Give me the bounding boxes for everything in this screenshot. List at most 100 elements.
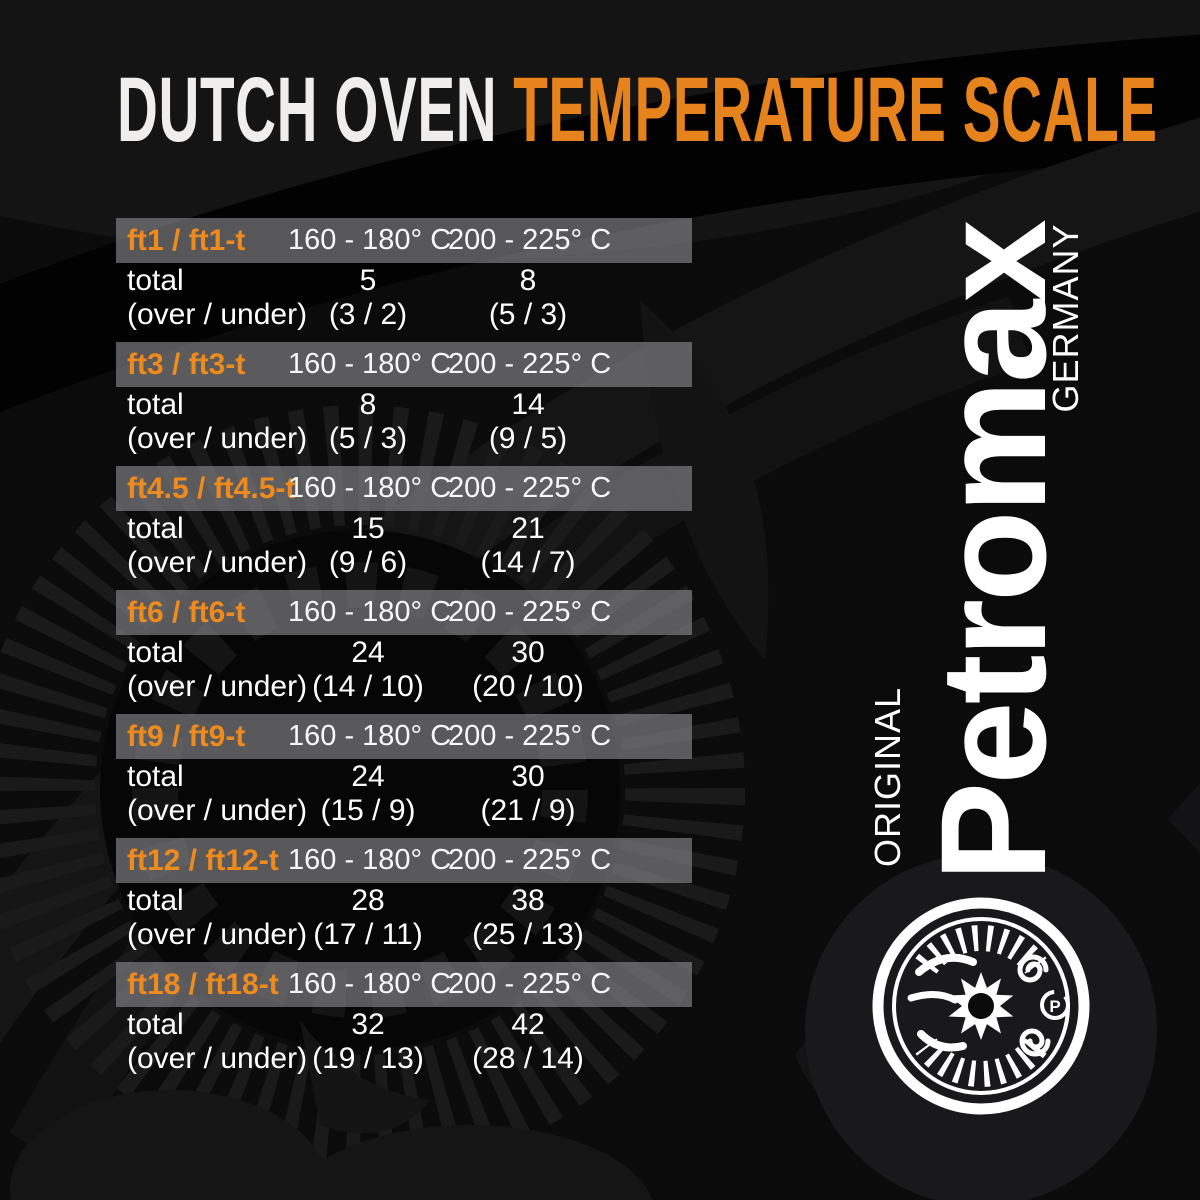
over-under-label: (over / under) [127, 794, 308, 827]
over-under-value-1: (14 / 10) [312, 670, 424, 703]
total-value-2: 21 [511, 512, 545, 545]
total-row: total 32 42 [116, 1008, 692, 1041]
badge-bottom-feathers [915, 1037, 1047, 1087]
total-value-1: 32 [351, 1008, 385, 1041]
total-value-2: 8 [519, 264, 537, 297]
table-section-ft6: ft6 / ft6-t 160 - 180° C 200 - 225° C to… [116, 590, 692, 703]
total-value-1: 8 [359, 388, 377, 421]
title-part-white: DUTCH OVEN [117, 59, 498, 161]
total-value-2: 14 [511, 388, 545, 421]
section-header: ft1 / ft1-t 160 - 180° C 200 - 225° C [116, 218, 692, 263]
section-header: ft9 / ft9-t 160 - 180° C 200 - 225° C [116, 714, 692, 759]
total-row: total 28 38 [116, 884, 692, 917]
badge-spiral-top [1017, 954, 1049, 983]
temp-range-2: 200 - 225° C [448, 472, 612, 504]
title-part-orange: TEMPERATURE SCALE [513, 59, 1158, 161]
total-value-1: 24 [351, 760, 385, 793]
badge-monogram-letter: P [1049, 997, 1060, 1016]
over-under-value-2: (9 / 5) [488, 422, 568, 455]
petromax-dragon-badge: P [872, 897, 1090, 1115]
temp-range-1: 160 - 180° C [288, 472, 452, 504]
germany-label: GERMANY [1045, 223, 1086, 413]
badge-dragon-claw [917, 1030, 967, 1052]
badge-star-center [968, 993, 994, 1019]
section-header: ft4.5 / ft4.5-t 160 - 180° C 200 - 225° … [116, 466, 692, 511]
badge-dragon-head [915, 953, 977, 976]
total-label: total [127, 264, 184, 297]
over-under-value-2: (25 / 13) [472, 918, 584, 951]
model-label: ft18 / ft18-t [127, 967, 279, 1001]
temp-range-1: 160 - 180° C [288, 596, 452, 628]
table-section-ft12: ft12 / ft12-t 160 - 180° C 200 - 225° C … [116, 838, 692, 951]
total-value-2: 30 [511, 636, 545, 669]
temp-range-2: 200 - 225° C [448, 596, 612, 628]
total-value-2: 42 [511, 1008, 545, 1041]
over-under-row: (over / under) (5 / 3) (9 / 5) [116, 422, 692, 455]
badge-outer-ring [872, 897, 1090, 1115]
temp-range-2: 200 - 225° C [448, 720, 612, 752]
over-under-label: (over / under) [127, 1042, 308, 1075]
table-section-ft3: ft3 / ft3-t 160 - 180° C 200 - 225° C to… [116, 342, 692, 455]
temp-range-2: 200 - 225° C [448, 968, 612, 1000]
total-label: total [127, 760, 184, 793]
claw-blob-2 [287, 1125, 653, 1200]
over-under-value-1: (19 / 13) [312, 1042, 424, 1075]
section-header: ft12 / ft12-t 160 - 180° C 200 - 225° C [116, 838, 692, 883]
temp-range-1: 160 - 180° C [288, 224, 452, 256]
total-row: total 15 21 [116, 512, 692, 545]
total-row: total 8 14 [116, 388, 692, 421]
badge-dragon-jaw [907, 991, 959, 1004]
temp-range-2: 200 - 225° C [448, 224, 612, 256]
badge-spiral-bottom [1019, 1028, 1051, 1057]
section-header: ft6 / ft6-t 160 - 180° C 200 - 225° C [116, 590, 692, 635]
over-under-value-1: (9 / 6) [328, 546, 408, 579]
over-under-value-2: (20 / 10) [472, 670, 584, 703]
over-under-row: (over / under) (9 / 6) (14 / 7) [116, 546, 692, 579]
claw-hook-1 [300, 1020, 430, 1134]
total-label: total [127, 388, 184, 421]
temp-range-1: 160 - 180° C [288, 968, 452, 1000]
total-value-1: 28 [351, 884, 385, 917]
temperature-table: ft1 / ft1-t 160 - 180° C 200 - 225° C to… [116, 218, 692, 1086]
total-value-1: 5 [359, 264, 377, 297]
original-label: ORIGINAL [867, 686, 908, 868]
section-header: ft18 / ft18-t 160 - 180° C 200 - 225° C [116, 962, 692, 1007]
table-section-ft9: ft9 / ft9-t 160 - 180° C 200 - 225° C to… [116, 714, 692, 827]
total-value-2: 38 [511, 884, 545, 917]
temp-range-1: 160 - 180° C [288, 348, 452, 380]
model-label: ft4.5 / ft4.5-t [127, 471, 296, 505]
inner-ray-ring [132, 562, 588, 1018]
over-under-label: (over / under) [127, 298, 308, 331]
badge-monogram-ring [1040, 990, 1070, 1020]
badge-top-feathers [915, 925, 1047, 975]
over-under-label: (over / under) [127, 918, 308, 951]
total-row: total 24 30 [116, 760, 692, 793]
temp-range-2: 200 - 225° C [448, 844, 612, 876]
total-label: total [127, 1008, 184, 1041]
over-under-label: (over / under) [127, 546, 308, 579]
total-label: total [127, 512, 184, 545]
total-label: total [127, 884, 184, 917]
model-label: ft12 / ft12-t [127, 843, 279, 877]
temp-range-1: 160 - 180° C [288, 720, 452, 752]
over-under-value-1: (15 / 9) [320, 794, 416, 827]
total-label: total [127, 636, 184, 669]
over-under-row: (over / under) (15 / 9) (21 / 9) [116, 794, 692, 827]
model-label: ft6 / ft6-t [127, 595, 246, 629]
over-under-label: (over / under) [127, 422, 308, 455]
model-label: ft9 / ft9-t [127, 719, 246, 753]
over-under-value-1: (3 / 2) [328, 298, 408, 331]
over-under-value-2: (28 / 14) [472, 1042, 584, 1075]
over-under-value-2: (14 / 7) [480, 546, 576, 579]
model-label: ft3 / ft3-t [127, 347, 246, 381]
wing-feather-shape [640, 300, 769, 660]
temp-range-1: 160 - 180° C [288, 844, 452, 876]
over-under-value-1: (5 / 3) [328, 422, 408, 455]
over-under-row: (over / under) (17 / 11) (25 / 13) [116, 918, 692, 951]
over-under-label: (over / under) [127, 670, 308, 703]
table-section-ft18: ft18 / ft18-t 160 - 180° C 200 - 225° C … [116, 962, 692, 1075]
over-under-row: (over / under) (3 / 2) (5 / 3) [116, 298, 692, 331]
table-section-ft1: ft1 / ft1-t 160 - 180° C 200 - 225° C to… [116, 218, 692, 331]
